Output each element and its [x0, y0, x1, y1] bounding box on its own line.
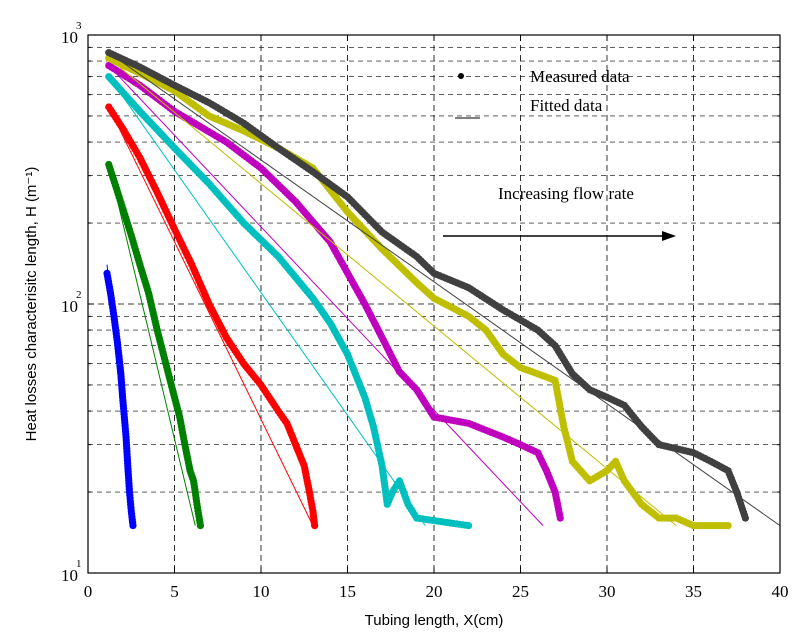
y-tick-label: 10: [61, 28, 78, 47]
x-tick-label: 15: [339, 582, 356, 601]
series-3: [105, 73, 473, 530]
y-tick-exponent: 2: [76, 289, 82, 301]
y-tick-exponent: 1: [76, 558, 82, 570]
fitted-line: [108, 52, 781, 527]
fitted-line: [108, 164, 196, 526]
data-point: [311, 522, 319, 530]
x-tick-label: 25: [512, 582, 529, 601]
x-tick-label: 0: [84, 582, 93, 601]
annotation: Increasing flow rate: [443, 184, 676, 241]
data-point: [465, 522, 473, 530]
data-point: [196, 522, 205, 530]
series-0: [103, 264, 137, 530]
series-1: [105, 160, 205, 530]
x-tick-label: 5: [170, 582, 179, 601]
legend-fitted-label: Fitted data: [530, 96, 603, 115]
y-tick-label: 10: [61, 297, 78, 316]
fitted-line: [108, 57, 677, 527]
x-tick-label: 40: [772, 582, 789, 601]
series-5: [105, 54, 732, 530]
y-axis-label: Heat losses characterisitc length, H (m⁻…: [23, 167, 40, 442]
x-tick-label: 30: [599, 582, 616, 601]
y-tick-exponent: 3: [76, 20, 82, 32]
legend: Measured data Fitted data: [455, 67, 630, 119]
x-axis-label: Tubing length, X(cm): [365, 612, 504, 629]
legend-measured-marker: [458, 73, 464, 79]
annotation-arrow-head: [662, 231, 676, 241]
x-tick-label: 35: [685, 582, 702, 601]
data-point: [556, 514, 564, 522]
series-layer: [103, 49, 781, 530]
y-tick-label: 10: [61, 566, 78, 585]
legend-measured-label: Measured data: [530, 67, 630, 86]
series-2: [105, 103, 319, 530]
fitted-line: [108, 65, 544, 526]
x-tick-label: 10: [253, 582, 270, 601]
data-point: [724, 522, 732, 530]
series-6: [105, 49, 781, 527]
series-4: [105, 61, 564, 526]
data-point: [741, 514, 750, 522]
x-tick-label: 20: [426, 582, 443, 601]
annotation-text: Increasing flow rate: [498, 184, 634, 203]
fitted-line: [108, 106, 314, 526]
fitted-line: [108, 76, 426, 526]
fitted-line: [106, 264, 134, 526]
